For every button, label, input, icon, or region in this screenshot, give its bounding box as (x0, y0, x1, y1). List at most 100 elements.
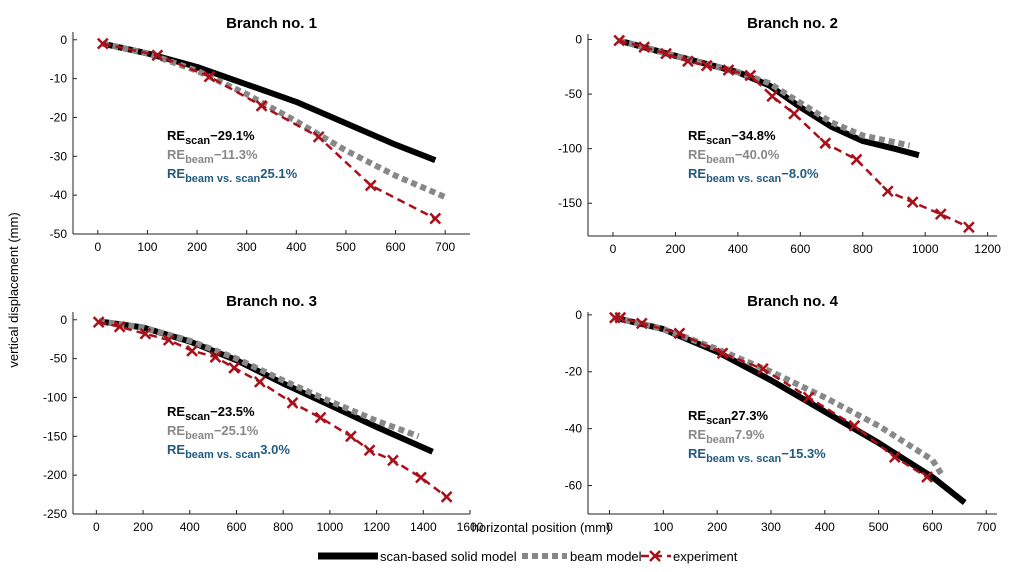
x-tick-label: 1600 (457, 520, 484, 534)
experiment-point-marker (286, 397, 299, 409)
re-beam-annotation: REbeam7.9% (688, 427, 765, 446)
experiment-point-marker (113, 320, 126, 333)
x-tick-label: 200 (187, 240, 207, 254)
experiment-point-marker (364, 179, 377, 192)
experiment-point-marker (673, 327, 686, 340)
chart-title: Branch no. 3 (226, 293, 317, 310)
experiment-point-marker (255, 99, 268, 112)
experiment-point-marker (906, 196, 919, 209)
y-tick-label: -50 (50, 352, 68, 366)
experiment-point-marker (963, 221, 975, 234)
y-tick-label: 0 (575, 308, 582, 322)
y-tick-label: -60 (565, 479, 583, 493)
experiment-point-marker (850, 153, 863, 166)
x-tick-label: 1400 (410, 520, 437, 534)
y-tick-label: 0 (575, 32, 582, 46)
re-scan-annotation: REscan−23.5% (167, 404, 255, 423)
experiment-point-marker (203, 70, 216, 83)
x-tick-label: 1000 (912, 242, 939, 256)
experiment-point-marker (802, 391, 815, 404)
experiment-point-marker (757, 363, 769, 375)
experiment-point-marker (819, 137, 832, 150)
x-tick-label: 800 (853, 242, 873, 256)
x-tick-label: 200 (707, 520, 727, 534)
experiment-point-marker (613, 34, 626, 47)
y-tick-label: -20 (565, 365, 583, 379)
experiment-point-marker (722, 64, 735, 76)
y-tick-label: -40 (50, 188, 68, 202)
experiment-point-marker (716, 347, 729, 360)
x-tick-label: 300 (237, 240, 257, 254)
experiment-point-marker (209, 351, 222, 363)
x-tick-label: 400 (728, 242, 748, 256)
re-beam-vs-scan-annotation: REbeam vs. scan−15.3% (688, 446, 826, 465)
x-tick-label: 700 (435, 240, 455, 254)
y-tick-label: -40 (565, 422, 583, 436)
x-tick-label: 0 (606, 520, 613, 534)
experiment-point-marker (139, 327, 152, 340)
experiment-point-marker (744, 69, 757, 82)
experiment-point-marker (848, 419, 861, 432)
beam-series-line (98, 318, 420, 440)
y-tick-label: -20 (50, 110, 68, 124)
experiment-point-marker (387, 454, 399, 467)
scan-series-line (614, 314, 967, 505)
experiment-point-marker (312, 131, 325, 143)
experiment-point-marker (921, 471, 933, 483)
beam-series-line (614, 314, 946, 479)
legend-experiment-label: experiment (673, 549, 738, 564)
re-beam-vs-scan-annotation: REbeam vs. scan25.1% (167, 166, 298, 185)
x-tick-label: 200 (133, 520, 153, 534)
experiment-point-marker (345, 430, 357, 443)
x-tick-label: 1200 (974, 242, 1001, 256)
re-beam-annotation: REbeam−40.0% (688, 147, 780, 166)
experiment-point-marker (638, 41, 651, 53)
x-tick-label: 100 (653, 520, 673, 534)
experiment-point-marker (614, 311, 627, 324)
experiment-series-line (102, 42, 436, 220)
y-tick-label: -100 (43, 390, 67, 404)
x-tick-label: 600 (226, 520, 246, 534)
experiment-series-line (618, 39, 970, 229)
x-axis-label: horizontal position (mm) (472, 520, 611, 535)
experiment-point-marker (429, 212, 442, 225)
x-tick-label: 0 (94, 240, 101, 254)
chart-branch-1: Branch no. 1 0 100 200 300 400 500 600 700 0 -10 -2… (50, 15, 470, 254)
experiment-point-marker (881, 185, 894, 198)
experiment-point-marker (162, 334, 175, 346)
experiment-point-marker (151, 49, 164, 62)
legend-experiment-marker (649, 550, 661, 562)
chart-title: Branch no. 2 (747, 15, 838, 32)
x-tick-label: 500 (336, 240, 356, 254)
re-beam-annotation: REbeam−11.3% (167, 147, 258, 166)
x-tick-label: 600 (386, 240, 406, 254)
legend-beam-label: beam model (570, 549, 642, 564)
x-tick-label: 600 (922, 520, 942, 534)
experiment-point-marker (228, 362, 241, 374)
y-tick-label: 0 (60, 313, 67, 327)
experiment-point-marker (635, 317, 648, 330)
legend-scan-label: scan-based solid model (380, 549, 517, 564)
experiment-series-line (614, 316, 928, 479)
experiment-point-marker (660, 47, 672, 60)
experiment-series-line (98, 320, 448, 498)
scan-series-line (618, 37, 920, 159)
scan-series-line (102, 40, 437, 163)
experiment-point-marker (440, 491, 453, 503)
x-tick-label: 700 (976, 520, 996, 534)
experiment-point-marker (253, 376, 266, 388)
experiment-point-marker (766, 90, 779, 103)
chart-title: Branch no. 4 (747, 293, 839, 310)
y-tick-label: -50 (50, 227, 68, 241)
chart-branch-2: Branch no. 2 0 200 400 600 800 1000 1200 0 -50 -10… (558, 15, 1001, 256)
experiment-point-marker (700, 59, 713, 72)
experiment-point-marker (186, 344, 198, 357)
experiment-point-marker (788, 107, 800, 120)
re-beam-annotation: REbeam−25.1% (167, 423, 259, 442)
y-tick-label: -100 (558, 142, 582, 156)
x-tick-label: 400 (180, 520, 200, 534)
legend: scan-based solid model beam model experi… (318, 549, 738, 564)
experiment-point-marker (96, 37, 109, 50)
